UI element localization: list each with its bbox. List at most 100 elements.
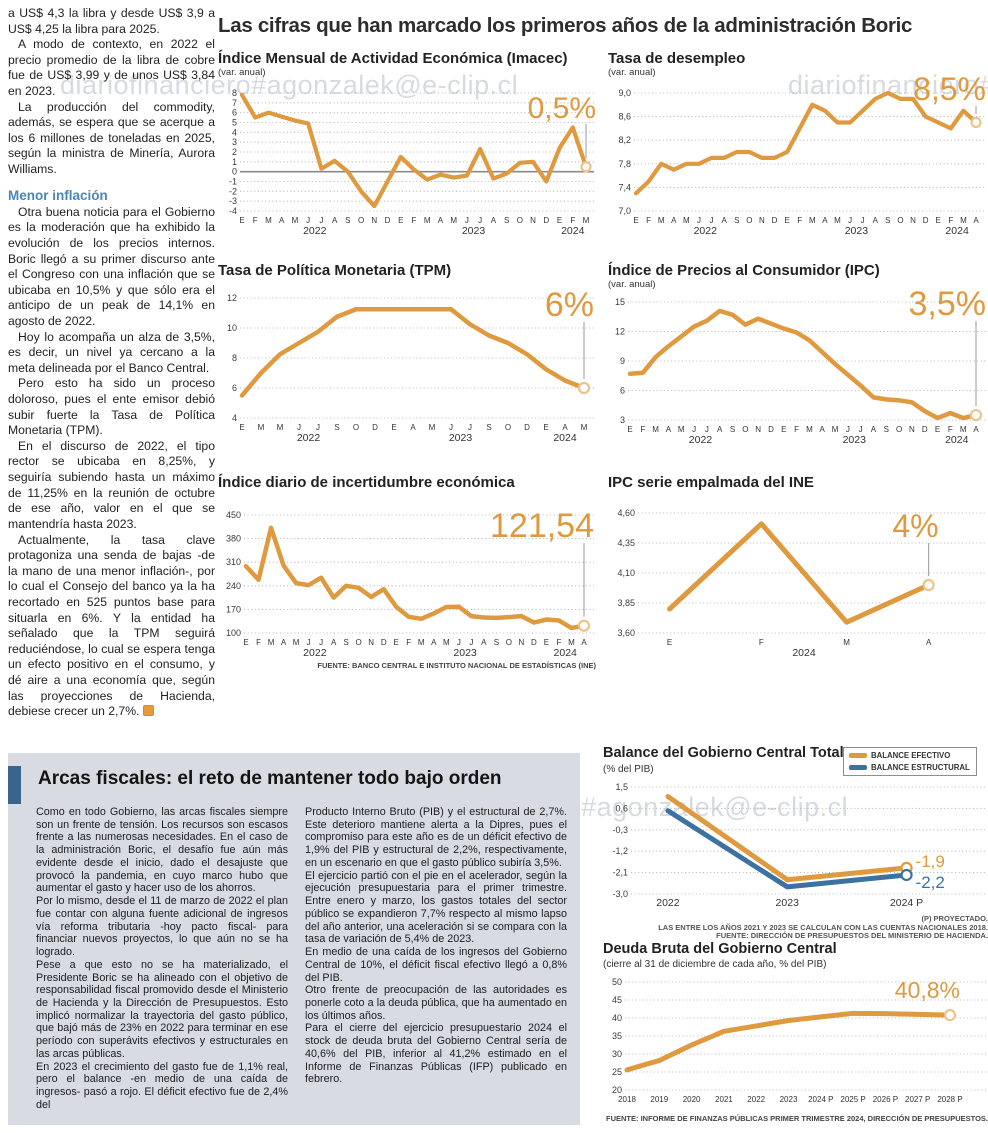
fiscal-paragraph: Por lo mismo, desde el 11 de marzo de 20… bbox=[36, 895, 288, 959]
svg-text:F: F bbox=[640, 425, 645, 434]
svg-text:D: D bbox=[381, 638, 387, 647]
svg-text:50: 50 bbox=[612, 977, 622, 987]
svg-text:1: 1 bbox=[232, 157, 237, 167]
svg-text:M: M bbox=[429, 423, 436, 432]
svg-text:M: M bbox=[568, 638, 575, 647]
fiscal-accent-bar bbox=[8, 766, 21, 804]
svg-text:M: M bbox=[293, 638, 300, 647]
svg-text:10: 10 bbox=[227, 323, 237, 333]
svg-text:-3: -3 bbox=[229, 196, 237, 206]
article-paragraph: Otra buena noticia para el Gobierno es l… bbox=[8, 204, 215, 328]
chart-imacec: Índice Mensual de Actividad Económica (I… bbox=[218, 50, 596, 237]
chart-deuda: Deuda Bruta del Gobierno Central (cierre… bbox=[603, 941, 988, 1129]
svg-text:-0,3: -0,3 bbox=[612, 825, 628, 835]
svg-text:J: J bbox=[306, 216, 310, 225]
svg-text:2024: 2024 bbox=[554, 647, 578, 659]
svg-text:4,35: 4,35 bbox=[617, 538, 635, 548]
svg-text:2023: 2023 bbox=[845, 225, 869, 237]
chart-title: Deuda Bruta del Gobierno Central bbox=[603, 941, 837, 957]
svg-text:O: O bbox=[746, 216, 752, 225]
svg-text:45: 45 bbox=[612, 995, 622, 1005]
svg-text:3,60: 3,60 bbox=[617, 628, 635, 638]
svg-text:40,8%: 40,8% bbox=[895, 977, 960, 1003]
svg-text:O: O bbox=[358, 216, 364, 225]
svg-text:M: M bbox=[258, 423, 265, 432]
svg-text:D: D bbox=[524, 423, 530, 432]
svg-text:A: A bbox=[491, 216, 497, 225]
svg-text:A: A bbox=[332, 216, 338, 225]
svg-text:6: 6 bbox=[232, 108, 237, 118]
chart-ipc: Índice de Precios al Consumidor (IPC) (v… bbox=[608, 262, 988, 447]
svg-text:3,5%: 3,5% bbox=[909, 285, 987, 323]
svg-text:J: J bbox=[449, 423, 453, 432]
svg-text:M: M bbox=[683, 216, 690, 225]
svg-text:12: 12 bbox=[227, 293, 237, 303]
svg-text:M: M bbox=[581, 423, 588, 432]
svg-text:2: 2 bbox=[232, 147, 237, 157]
svg-text:E: E bbox=[936, 216, 941, 225]
svg-text:M: M bbox=[960, 216, 967, 225]
line-chart-canvas: 4,60 4,35 4,10 3,85 3,60 E F M A 2024 4% bbox=[617, 508, 986, 659]
svg-text:M: M bbox=[960, 425, 967, 434]
svg-text:2022: 2022 bbox=[689, 434, 713, 446]
svg-text:D: D bbox=[772, 216, 778, 225]
svg-text:N: N bbox=[909, 425, 915, 434]
svg-text:-2: -2 bbox=[229, 186, 237, 196]
svg-text:25: 25 bbox=[612, 1067, 622, 1077]
svg-text:A: A bbox=[822, 216, 828, 225]
svg-text:A: A bbox=[973, 216, 979, 225]
svg-text:2018: 2018 bbox=[618, 1095, 636, 1104]
svg-text:J: J bbox=[307, 638, 311, 647]
svg-text:8: 8 bbox=[232, 353, 237, 363]
svg-text:2025 P: 2025 P bbox=[840, 1095, 865, 1104]
svg-text:3: 3 bbox=[620, 415, 625, 425]
chart-desempleo: Tasa de desempleo (var. anual) 9,0 8,6 8,2… bbox=[608, 50, 988, 237]
svg-text:S: S bbox=[734, 216, 739, 225]
svg-text:6%: 6% bbox=[545, 286, 594, 324]
svg-text:D: D bbox=[372, 423, 378, 432]
svg-text:A: A bbox=[820, 425, 826, 434]
chart-title: Tasa de Política Monetaria (TPM) bbox=[218, 262, 452, 279]
svg-text:F: F bbox=[412, 216, 417, 225]
svg-text:A: A bbox=[666, 425, 672, 434]
svg-text:N: N bbox=[371, 216, 377, 225]
svg-text:-4: -4 bbox=[229, 206, 237, 216]
svg-text:2022: 2022 bbox=[656, 897, 680, 909]
svg-text:A: A bbox=[871, 425, 877, 434]
svg-text:1,5: 1,5 bbox=[615, 782, 628, 792]
chart-title: Balance del Gobierno Central Total bbox=[603, 745, 844, 761]
svg-text:-3,0: -3,0 bbox=[612, 889, 628, 899]
chart-note: LAS ENTRE LOS AÑOS 2021 Y 2023 SE CALCUL… bbox=[658, 922, 988, 932]
svg-text:O: O bbox=[896, 425, 902, 434]
svg-text:N: N bbox=[530, 216, 536, 225]
svg-text:J: J bbox=[297, 423, 301, 432]
svg-text:6: 6 bbox=[232, 383, 237, 393]
svg-text:8,6: 8,6 bbox=[618, 112, 631, 122]
svg-text:J: J bbox=[319, 216, 323, 225]
svg-text:M: M bbox=[265, 216, 272, 225]
svg-text:M: M bbox=[658, 216, 665, 225]
fiscal-paragraph: Como en todo Gobierno, las arcas fiscale… bbox=[36, 806, 288, 895]
svg-text:9: 9 bbox=[620, 356, 625, 366]
svg-text:J: J bbox=[861, 216, 865, 225]
svg-text:A: A bbox=[431, 638, 437, 647]
svg-text:M: M bbox=[443, 638, 450, 647]
chart-subtitle: (var. anual) bbox=[608, 279, 656, 290]
chart-source: FUENTE: INFORME DE FINANZAS PÚBLICAS PRI… bbox=[606, 1114, 988, 1123]
article-paragraph: La producción del commodity, además, se … bbox=[8, 99, 215, 177]
svg-text:A: A bbox=[410, 423, 416, 432]
svg-text:M: M bbox=[678, 425, 685, 434]
svg-text:240: 240 bbox=[226, 581, 241, 591]
chart-title: Índice de Precios al Consumidor (IPC) bbox=[608, 262, 880, 279]
svg-text:M: M bbox=[268, 638, 275, 647]
svg-text:J: J bbox=[710, 216, 714, 225]
svg-text:A: A bbox=[926, 638, 932, 647]
svg-text:E: E bbox=[667, 638, 672, 647]
svg-text:4%: 4% bbox=[892, 508, 938, 544]
svg-text:-2,1: -2,1 bbox=[612, 868, 628, 878]
svg-text:A: A bbox=[279, 216, 285, 225]
article-subhead: Menor inflación bbox=[8, 187, 108, 203]
page-title: Las cifras que han marcado los primeros … bbox=[218, 14, 913, 37]
svg-text:E: E bbox=[781, 425, 786, 434]
svg-text:N: N bbox=[519, 638, 525, 647]
